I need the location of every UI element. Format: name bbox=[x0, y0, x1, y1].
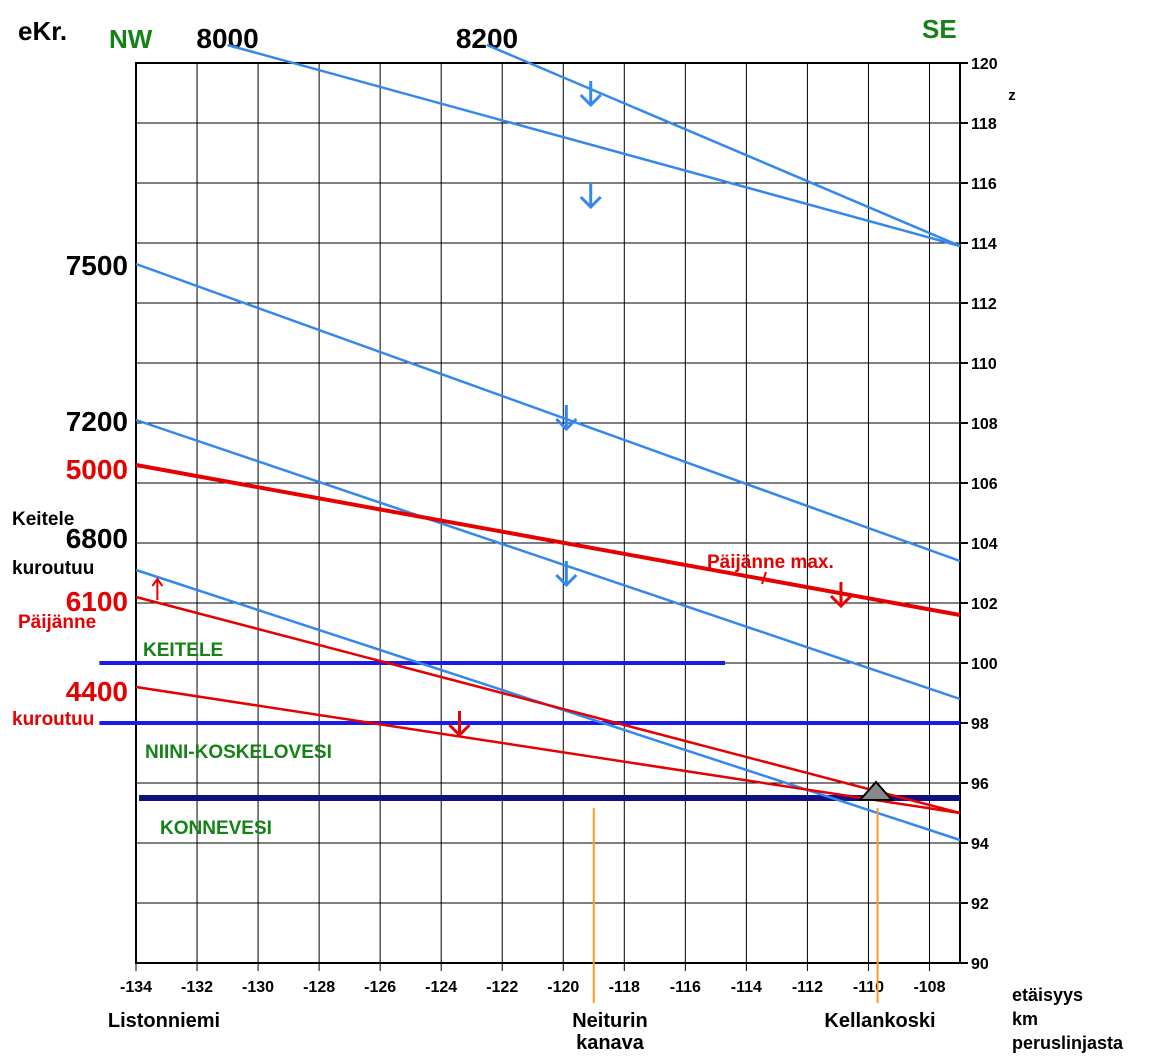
left-year-label: 4400 bbox=[66, 676, 128, 707]
x-tick-label: -130 bbox=[242, 979, 274, 996]
up-arrow-icon bbox=[151, 577, 164, 600]
left-annotation: Päijänne bbox=[18, 612, 96, 633]
place-label: Neiturin bbox=[572, 1010, 648, 1032]
arrow-head bbox=[579, 195, 602, 210]
left-annotation: Keitele bbox=[12, 509, 74, 530]
lake-label: KONNEVESI bbox=[160, 818, 272, 839]
top-year-label: 8000 bbox=[196, 23, 258, 54]
plot-frame bbox=[135, 62, 961, 964]
y-tick-label: 92 bbox=[971, 896, 989, 913]
x-tick-label: -132 bbox=[181, 979, 213, 996]
left-year-label: 5000 bbox=[66, 454, 128, 485]
x-tick-label: -120 bbox=[547, 979, 579, 996]
y-axis-label: z bbox=[1008, 87, 1016, 104]
y-tick-label: 90 bbox=[971, 956, 989, 973]
top-year-label: 8200 bbox=[456, 23, 518, 54]
y-tick-label: 106 bbox=[971, 476, 998, 493]
x-tick-label: -108 bbox=[913, 979, 945, 996]
era-label: eKr. bbox=[18, 16, 67, 46]
x-tick-label: -116 bbox=[670, 979, 701, 996]
shoreline-line bbox=[486, 43, 961, 248]
x-tick-label: -118 bbox=[609, 979, 640, 996]
arrow-head bbox=[555, 417, 578, 432]
down-arrow-icon bbox=[829, 582, 853, 609]
left-year-label: 6100 bbox=[66, 586, 128, 617]
y-tick-label: 118 bbox=[971, 116, 997, 133]
down-arrow-icon bbox=[555, 561, 578, 588]
left-year-label: 7500 bbox=[66, 250, 128, 281]
x-tick-label: -134 bbox=[120, 979, 152, 996]
rapids-marker-icon bbox=[857, 780, 895, 801]
down-arrow-icon bbox=[448, 711, 471, 738]
y-tick-label: 102 bbox=[971, 596, 998, 613]
x-tick-label: -110 bbox=[853, 979, 884, 996]
y-tick-label: 120 bbox=[971, 56, 998, 73]
x-tick-label: -128 bbox=[303, 979, 335, 996]
y-tick-label: 116 bbox=[971, 176, 997, 193]
label-pointer bbox=[761, 571, 767, 585]
down-arrow-icon bbox=[579, 183, 602, 210]
series-label-paijanne-max: Päijänne max. bbox=[707, 552, 834, 573]
down-arrow-icon bbox=[555, 405, 578, 432]
arrow-head bbox=[579, 93, 602, 108]
down-arrow-icon bbox=[579, 81, 602, 108]
x-tick-label: -114 bbox=[731, 979, 762, 996]
y-tick-label: 108 bbox=[971, 416, 998, 433]
y-tick-label: 114 bbox=[971, 236, 997, 253]
y-tick-label: 98 bbox=[971, 716, 989, 733]
left-year-label: 7200 bbox=[66, 406, 128, 437]
place-label: Listonniemi bbox=[108, 1010, 220, 1032]
shoreline-line bbox=[135, 463, 961, 617]
left-annotation: kuroutuu bbox=[12, 709, 94, 730]
arrow-head bbox=[151, 577, 164, 587]
x-gridlines bbox=[135, 63, 930, 963]
y-tick-label: 94 bbox=[971, 836, 989, 853]
arrow-head bbox=[555, 573, 578, 588]
left-annotation: kuroutuu bbox=[12, 558, 94, 579]
lake-label: NIINI-KOSKELOVESI bbox=[145, 742, 332, 763]
lake-label: KEITELE bbox=[143, 640, 223, 661]
shoreline-line bbox=[135, 418, 961, 701]
shoreline-line bbox=[135, 685, 961, 815]
y-tick-label: 100 bbox=[971, 656, 998, 673]
y-tick-label: 110 bbox=[971, 356, 997, 373]
arrow-head bbox=[829, 594, 853, 609]
shoreline-line bbox=[135, 262, 961, 563]
place-label: kanava bbox=[576, 1032, 645, 1054]
y-tick-label: 112 bbox=[971, 296, 997, 313]
x-axis-label: etäisyys bbox=[1012, 985, 1083, 1005]
x-tick-label: -122 bbox=[486, 979, 518, 996]
shoreline-line bbox=[135, 595, 961, 815]
y-tick-label: 104 bbox=[971, 536, 998, 553]
shoreline-line bbox=[227, 43, 961, 248]
direction-label-nw: NW bbox=[109, 24, 153, 54]
x-axis-label: peruslinjasta bbox=[1012, 1033, 1124, 1053]
x-tick-label: -112 bbox=[792, 979, 823, 996]
x-axis-label: km bbox=[1012, 1009, 1038, 1029]
left-year-label: 6800 bbox=[66, 523, 128, 554]
arrow-head bbox=[448, 723, 471, 738]
x-tick-label: -126 bbox=[364, 979, 396, 996]
x-tick-label: -124 bbox=[425, 979, 457, 996]
place-label: Kellankoski bbox=[824, 1010, 935, 1032]
direction-label-se: SE bbox=[922, 14, 957, 44]
y-tick-label: 96 bbox=[971, 776, 989, 793]
